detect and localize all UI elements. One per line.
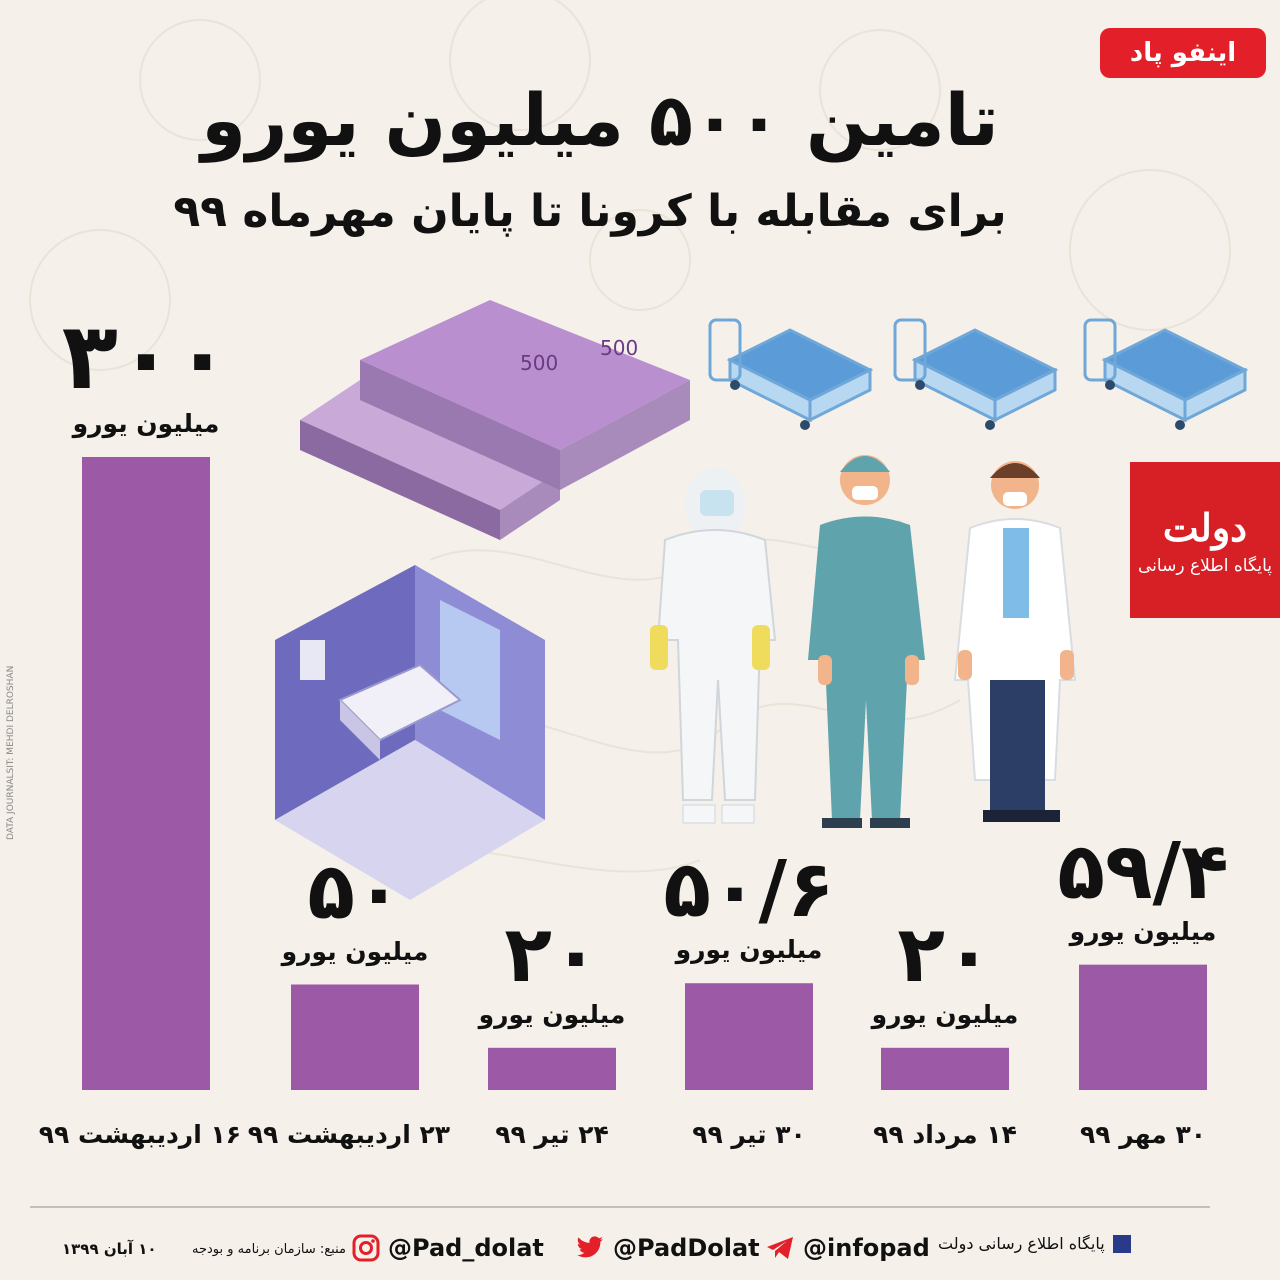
footer-site: پایگاه اطلاع رسانی دولت: [938, 1234, 1131, 1253]
page-subtitle: برای مقابله با کرونا تا پایان مهرماه ۹۹: [173, 186, 1007, 237]
hospital-bed-icon: [708, 318, 1249, 430]
bar-unit-label: میلیون یورو: [871, 999, 1019, 1029]
bar-5: [881, 1047, 1009, 1090]
svg-text:500: 500: [520, 351, 558, 375]
euro-banknotes-icon: 500 500: [300, 300, 690, 540]
footer-twitter[interactable]: @PadDolat: [575, 1234, 760, 1262]
brand-badge: اینفو پاد: [1100, 28, 1266, 78]
bar-unit-label: میلیون یورو: [478, 999, 626, 1029]
telegram-handle: @infopad: [803, 1234, 930, 1262]
footer-source: منبع: سازمان برنامه و بودجه: [192, 1242, 346, 1257]
twitter-icon: [577, 1236, 603, 1258]
footer-date: ۱۰ آبان ۱۳۹۹: [62, 1240, 157, 1258]
bar-value-label: ۳۰۰: [61, 303, 231, 410]
brand-name: اینفو پاد: [1129, 38, 1237, 68]
telegram-icon: [767, 1237, 793, 1259]
bar-1: [82, 457, 210, 1090]
instagram-handle: @Pad_dolat: [388, 1234, 544, 1262]
bar-date-label: ۳۰ تیر ۹۹: [692, 1120, 806, 1149]
svg-text:500: 500: [600, 336, 638, 360]
bar-value-label: ۲۰: [897, 909, 993, 1000]
twitter-handle: @PadDolat: [613, 1234, 760, 1262]
footer: پایگاه اطلاع رسانی دولت @infopad @PadDol…: [0, 1220, 1280, 1280]
site-label: پایگاه اطلاع رسانی دولت: [938, 1234, 1105, 1253]
bar-3: [488, 1047, 616, 1090]
bar-date-label: ۲۴ تیر ۹۹: [495, 1120, 609, 1149]
government-logo: دولت پایگاه اطلاع رسانی: [1130, 462, 1280, 618]
bar-unit-label: میلیون یورو: [1069, 916, 1217, 946]
footer-divider: [30, 1206, 1210, 1208]
bar-4: [685, 983, 813, 1090]
credit-text: DATA JOURNALSIT: MEHDI DELROSHAN: [6, 665, 16, 840]
instagram-icon: [352, 1234, 380, 1262]
bar-2: [291, 984, 419, 1090]
logo-sub: پایگاه اطلاع رسانی: [1138, 555, 1272, 576]
bar-value-label: ۲۰: [504, 909, 600, 1000]
bar-value-label: ۵۹/۴: [1057, 826, 1229, 917]
bar-unit-label: میلیون یورو: [675, 935, 823, 965]
bar-value-label: ۵۰: [307, 846, 403, 937]
site-square-icon: [1112, 1234, 1131, 1253]
bar-date-label: ۱۴ مرداد ۹۹: [873, 1120, 1017, 1149]
bar-unit-label: میلیون یورو: [72, 409, 220, 438]
logo-main: دولت: [1162, 504, 1248, 550]
bar-date-label: ۲۳ اردیبهشت ۹۹: [247, 1120, 450, 1149]
footer-instagram[interactable]: @Pad_dolat: [352, 1234, 544, 1262]
bar-date-label: ۳۰ مهر ۹۹: [1079, 1120, 1206, 1149]
page-title: تامین ۵۰۰ میلیون یورو: [201, 78, 999, 162]
bar-6: [1079, 964, 1207, 1090]
bar-value-label: ۵۰/۶: [663, 845, 835, 936]
footer-telegram[interactable]: @infopad: [765, 1234, 930, 1262]
bar-unit-label: میلیون یورو: [281, 936, 429, 966]
medical-staff-icon: [650, 455, 1077, 828]
bar-date-label: ۱۶ اردیبهشت ۹۹: [38, 1120, 241, 1149]
isolation-room-icon: [275, 565, 545, 900]
